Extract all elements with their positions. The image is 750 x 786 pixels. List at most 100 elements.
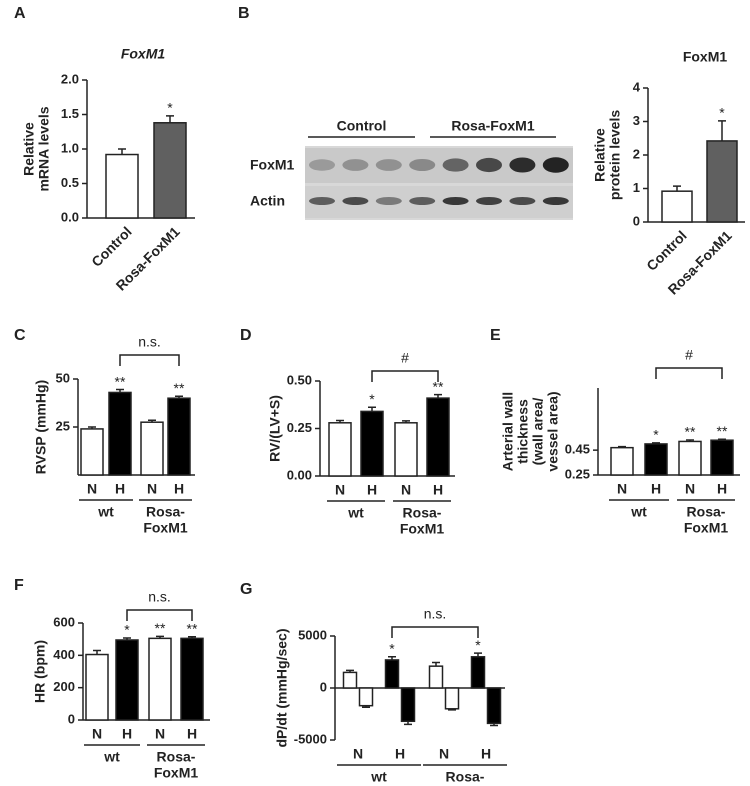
bracket-label: # [685, 347, 693, 363]
x-tick-label: N [87, 481, 97, 497]
bar [426, 397, 450, 477]
panel-title: FoxM1 [121, 46, 166, 62]
x-tick-label: N [335, 482, 345, 498]
error-bar [188, 635, 196, 639]
y-tick-label: 25 [56, 418, 70, 433]
bar [661, 190, 693, 223]
group-label: Rosa- [146, 504, 185, 520]
y-tick-label: 2.0 [61, 71, 79, 86]
bracket [391, 626, 479, 638]
x-tick-label: H [651, 481, 661, 497]
group-label: wt [97, 504, 114, 520]
y-axis-label: (wall area/ [530, 398, 546, 466]
bar [444, 687, 460, 710]
bar [153, 122, 187, 219]
error-bar [93, 649, 101, 655]
x-tick-label: N [439, 746, 449, 762]
blot-band [542, 157, 569, 173]
bar [342, 671, 358, 689]
error-bar [88, 426, 96, 429]
x-tick-label: H [481, 746, 491, 762]
y-tick-label: 0.00 [287, 467, 312, 482]
blot-band [509, 197, 536, 205]
error-bar [388, 656, 396, 660]
significance-mark: ** [685, 424, 696, 440]
x-tick-label: N [147, 481, 157, 497]
error-bar [448, 708, 456, 711]
bracket-label: n.s. [424, 606, 447, 622]
group-label: Rosa- [157, 749, 196, 765]
blot-band [342, 159, 369, 171]
y-tick-label: 0.25 [287, 420, 312, 435]
bar [108, 391, 132, 476]
panel-letter: A [14, 5, 26, 22]
blot-band [409, 197, 436, 205]
group-label: FoxM1 [143, 520, 188, 536]
bar [710, 439, 734, 476]
y-tick-label: 0.0 [61, 209, 79, 224]
panel-letter: B [238, 5, 250, 22]
y-tick-label: 2 [633, 146, 640, 161]
bar [148, 637, 172, 721]
error-bar [490, 723, 498, 727]
y-tick-label: 4 [633, 79, 641, 94]
x-tick-label: H [115, 481, 125, 497]
panel-letter: G [240, 581, 252, 598]
group-label: wt [347, 505, 364, 521]
blot-band [375, 159, 402, 171]
y-tick-label: 3 [633, 113, 640, 128]
group-label: FoxM1 [443, 785, 488, 786]
error-bar [404, 721, 412, 726]
error-bar [166, 115, 174, 123]
blot-band [342, 197, 369, 205]
significance-mark: * [124, 622, 130, 638]
y-axis-label: Arterial wall [500, 392, 516, 471]
error-bar [368, 406, 376, 412]
panel-letter: C [14, 327, 26, 344]
significance-mark: * [369, 391, 375, 407]
error-bar [432, 661, 440, 667]
bracket-label: n.s. [138, 334, 161, 350]
y-axis-label: vessel area) [545, 391, 561, 471]
x-tick-label: N [155, 726, 165, 742]
bar [167, 397, 191, 476]
y-axis-label: mRNA levels [36, 106, 52, 191]
y-tick-label: 1.5 [61, 106, 79, 121]
y-tick-label: 0.45 [565, 442, 590, 457]
blot-band [309, 197, 335, 205]
group-label: wt [630, 504, 647, 520]
error-bar [402, 420, 410, 423]
x-tick-label: Control [88, 223, 135, 270]
panel-letter: F [14, 577, 24, 594]
bar [105, 153, 139, 219]
error-bar [474, 652, 482, 657]
significance-mark: * [475, 637, 481, 653]
bracket-label: n.s. [148, 589, 171, 605]
error-bar [718, 438, 726, 441]
bracket-label: # [401, 350, 409, 366]
bar [706, 140, 738, 223]
bar [610, 446, 634, 476]
blot-band [542, 197, 569, 205]
y-axis-label: HR (bpm) [32, 640, 48, 703]
error-bar [686, 439, 694, 442]
blot-band [476, 197, 502, 205]
bracket [371, 370, 439, 382]
error-bar [116, 388, 124, 393]
y-axis-label: thickness [515, 399, 531, 464]
bar [360, 410, 384, 477]
bar [140, 421, 164, 476]
bar [400, 687, 416, 723]
blot-band [509, 157, 536, 173]
bar [384, 659, 400, 689]
x-tick-label: H [395, 746, 405, 762]
x-tick-label: H [174, 481, 184, 497]
error-bar [175, 395, 183, 399]
error-bar [652, 442, 660, 444]
error-bar [148, 419, 156, 423]
bar [394, 422, 418, 477]
blot-band [375, 197, 402, 205]
significance-mark: ** [174, 380, 185, 396]
group-label: Rosa- [687, 504, 726, 520]
